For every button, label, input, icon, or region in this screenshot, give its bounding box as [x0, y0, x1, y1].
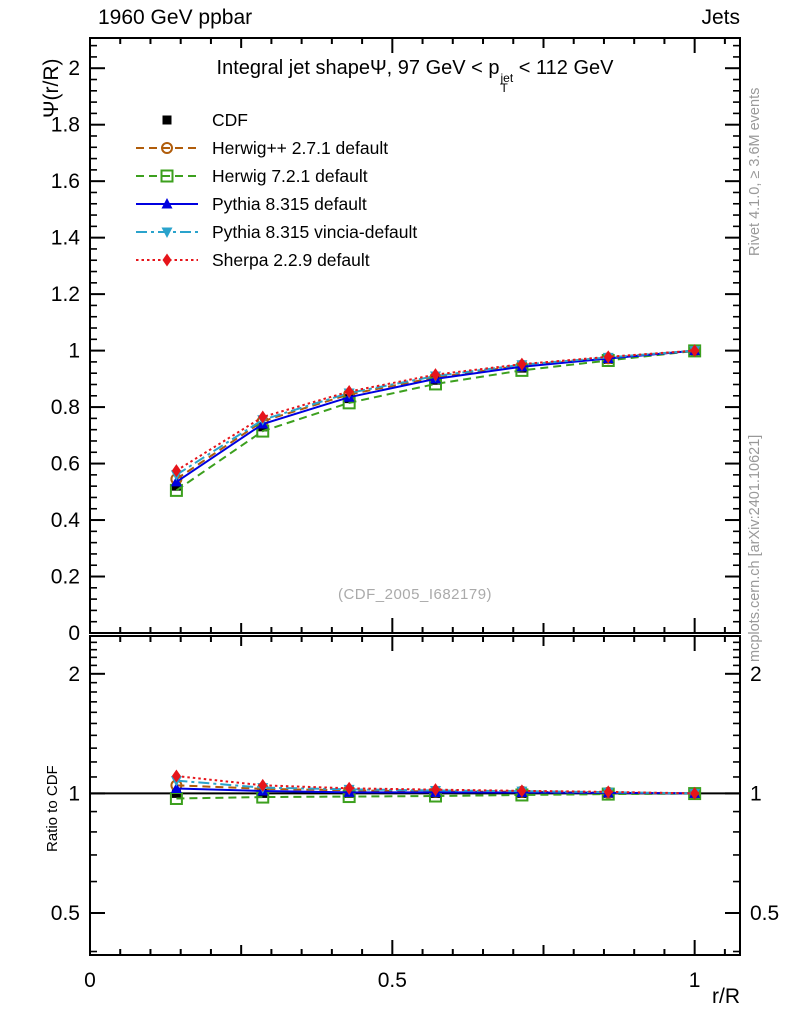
analysis-id-watermark: (CDF_2005_I682179)	[337, 586, 493, 603]
main-y-tick-label: 1.6	[51, 170, 80, 193]
legend-sample-square-filled	[162, 115, 172, 125]
legend-label: Pythia 8.315 vincia-default	[212, 221, 418, 242]
legend-label: CDF	[212, 109, 248, 130]
superscript-jet: jet	[500, 71, 514, 85]
main-y-tick-label: 0.4	[51, 509, 81, 532]
marker-square-open	[160, 169, 174, 183]
series-cdf	[171, 346, 700, 798]
series-sherpa-2-2-9-default	[171, 344, 700, 800]
marker-square-filled	[162, 115, 172, 125]
legend-item-pythia-8-315-vincia-default: Pythia 8.315 vincia-default	[136, 218, 417, 246]
legend-sample-circle-open	[136, 142, 198, 154]
plot-title-text: Integral jet shapeΨ, 97 GeV < p	[216, 57, 500, 79]
subscript-T: T	[500, 81, 508, 95]
plot-title: Integral jet shapeΨ, 97 GeV < p jet T < 11…	[90, 57, 740, 95]
legend-item-herwig-7-2-1-default: Herwig 7.2.1 default	[136, 162, 417, 190]
marker-diamond	[171, 464, 181, 478]
marker-diamond	[258, 410, 268, 424]
legend-sample-triangle-up	[136, 198, 198, 209]
legend-item-pythia-8-315-default: Pythia 8.315 default	[136, 190, 417, 218]
main-panel-frame	[89, 37, 741, 634]
marker-diamond	[690, 344, 700, 358]
marker-diamond	[430, 368, 440, 382]
main-y-tick-label: 1.2	[51, 283, 80, 306]
marker-circle-open	[161, 142, 173, 154]
marker-triangle-up	[170, 475, 182, 487]
series-pythia-8-315-vincia-default	[170, 346, 701, 800]
ratio-y-tick-label-right: 2	[750, 663, 762, 686]
x-tick-label: 1	[689, 969, 701, 992]
marker-diamond	[171, 769, 181, 783]
main-y-tick-label: 0.8	[51, 396, 80, 419]
x-axis-label: r/R	[712, 985, 740, 1008]
legend-label: Herwig++ 2.7.1 default	[212, 137, 389, 158]
legend-item-sherpa-2-2-9-default: Sherpa 2.2.9 default	[136, 246, 417, 274]
marker-triangle-up	[161, 198, 173, 209]
marker-triangle-up	[170, 782, 182, 793]
main-y-tick-label: 1.8	[51, 114, 80, 137]
main-y-tick-label: 1	[68, 340, 80, 363]
pt-jet-subsup: jet T	[500, 71, 514, 95]
marker-diamond	[344, 385, 354, 399]
main-y-tick-label: 0	[68, 622, 80, 645]
ratio-y-tick-label-right: 0.5	[750, 902, 779, 925]
ratio-y-tick-label: 1	[68, 782, 80, 805]
ratio-y-tick-label-right: 1	[750, 782, 762, 805]
header-analysis-group: Jets	[701, 6, 740, 29]
x-tick-label: 0.5	[378, 969, 407, 992]
legend-sample-diamond	[136, 253, 198, 267]
legend-sample-square-open	[136, 169, 198, 183]
main-y-tick-label: 0.2	[51, 566, 80, 589]
mcplots-arxiv-note: mcplots.cern.ch [arXiv:2401.10621]	[747, 434, 763, 662]
marker-diamond	[603, 785, 613, 799]
header-beam-energy: 1960 GeV ppbar	[98, 6, 253, 29]
x-tick-label: 0	[84, 969, 96, 992]
legend-label: Sherpa 2.2.9 default	[212, 249, 370, 270]
legend-label: Herwig 7.2.1 default	[212, 165, 368, 186]
rivet-version-note: Rivet 4.1.0, ≥ 3.6M events	[747, 87, 763, 256]
marker-diamond	[690, 786, 700, 800]
series-herwig-2-7-1-default	[170, 344, 701, 800]
main-y-tick-label: 0.6	[51, 453, 80, 476]
legend-item-cdf: CDF	[136, 106, 417, 134]
legend-item-herwig-2-7-1-default: Herwig++ 2.7.1 default	[136, 134, 417, 162]
legend-label: Pythia 8.315 default	[212, 193, 367, 214]
marker-diamond	[162, 253, 172, 267]
marker-square-open	[169, 791, 183, 805]
marker-diamond	[258, 778, 268, 792]
ratio-y-tick-label: 0.5	[51, 902, 80, 925]
marker-diamond	[344, 781, 354, 795]
marker-diamond	[603, 350, 613, 364]
main-y-tick-label: 2	[68, 57, 80, 80]
marker-diamond	[517, 784, 527, 798]
legend-sample-triangle-down	[136, 227, 198, 238]
marker-triangle-down	[161, 227, 173, 238]
ratio-y-axis-label: Ratio to CDF	[44, 765, 61, 852]
marker-diamond	[517, 357, 527, 371]
series-herwig-7-2-1-default	[169, 344, 702, 805]
ratio-y-tick-label: 2	[68, 663, 80, 686]
marker-diamond	[430, 783, 440, 797]
series-pythia-8-315-default	[170, 344, 701, 798]
ratio-panel-frame	[89, 635, 741, 956]
legend: CDF Herwig++ 2.7.1 default Herwig 7.2.1 de…	[136, 106, 417, 274]
plot-title-tail: < 112 GeV	[513, 57, 614, 79]
main-y-tick-label: 1.4	[51, 227, 81, 250]
main-y-axis-label: Ψ(r/R)	[40, 58, 63, 118]
